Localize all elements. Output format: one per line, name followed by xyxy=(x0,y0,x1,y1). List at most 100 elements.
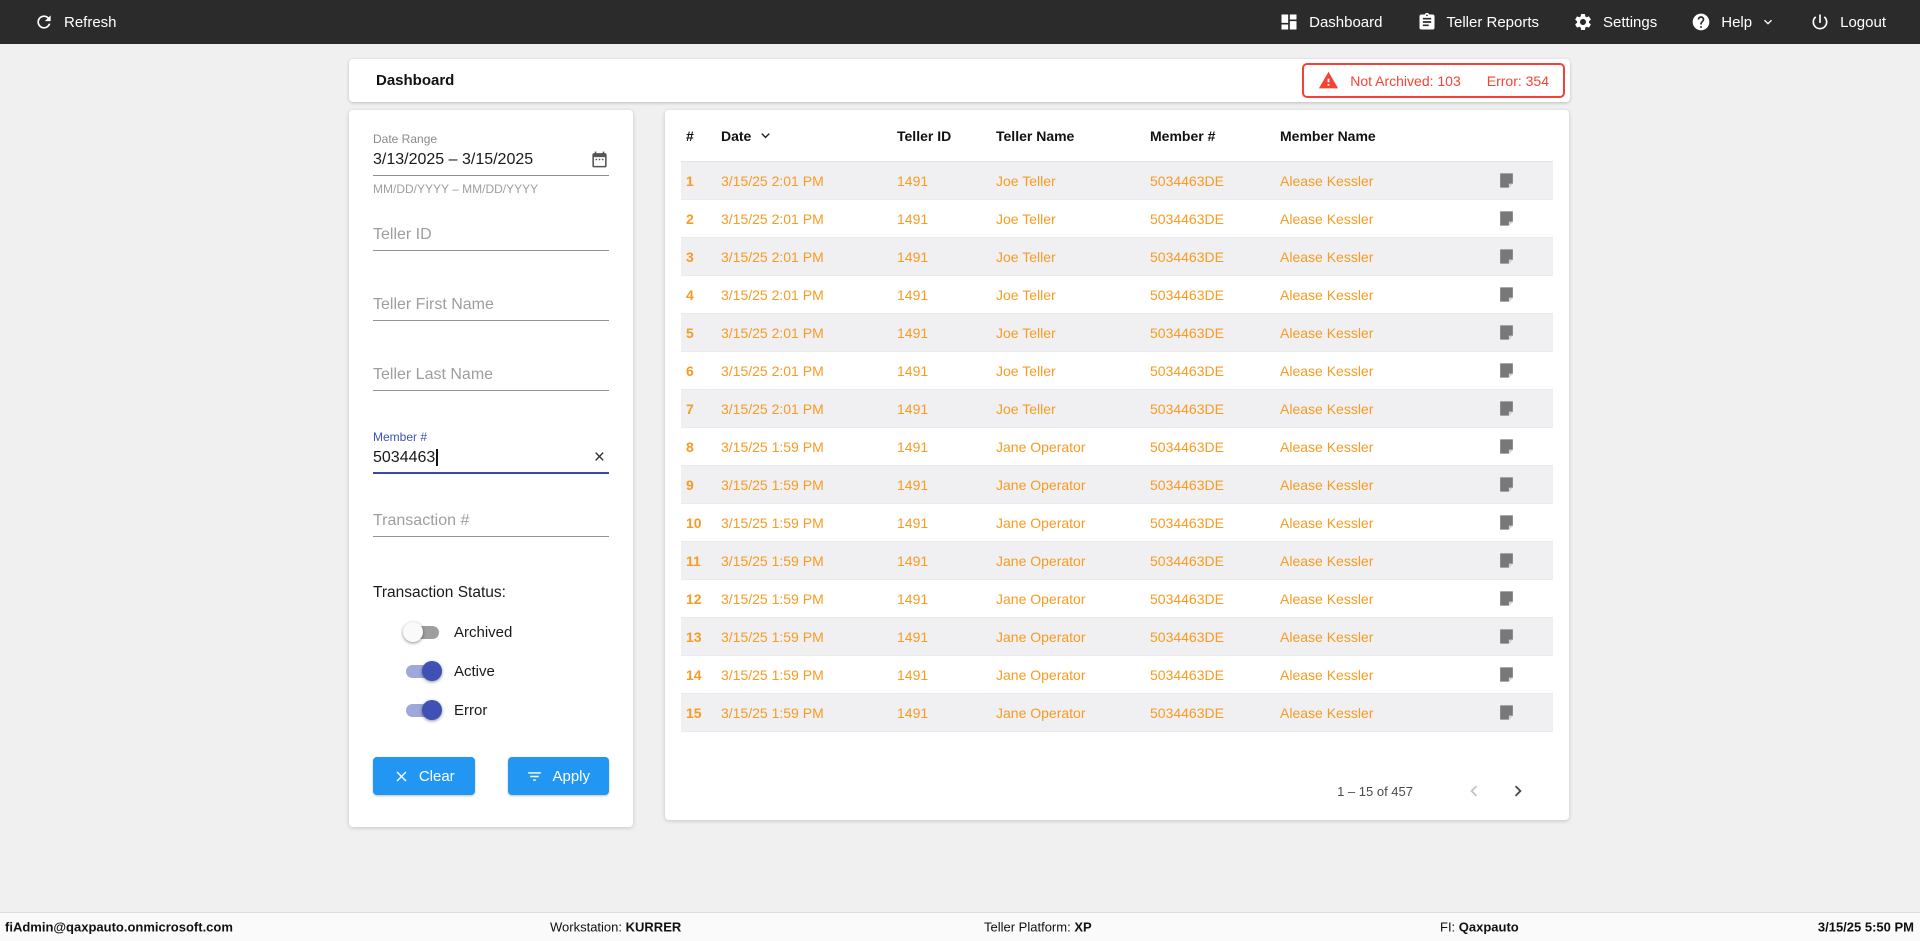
date-range-input[interactable]: 3/13/2025 – 3/15/2025 xyxy=(373,150,609,176)
nav-help[interactable]: Help xyxy=(1691,12,1776,32)
row-member-name: Alease Kessler xyxy=(1280,666,1374,683)
row-number: 13 xyxy=(686,628,702,645)
row-teller-id: 1491 xyxy=(897,362,929,379)
toggle-active[interactable]: Active xyxy=(406,661,609,681)
note-icon[interactable] xyxy=(1497,703,1516,722)
table-row[interactable]: 9 3/15/25 1:59 PM 1491 Jane Operator 503… xyxy=(681,466,1553,504)
teller-last-name-input[interactable] xyxy=(373,360,609,391)
next-page-button[interactable] xyxy=(1505,778,1531,804)
table-row[interactable]: 4 3/15/25 2:01 PM 1491 Joe Teller 503446… xyxy=(681,276,1553,314)
row-date: 3/15/25 1:59 PM xyxy=(721,552,824,569)
row-note-cell xyxy=(1483,703,1553,722)
sort-desc-icon[interactable] xyxy=(757,127,774,144)
col-date[interactable]: Date xyxy=(721,127,897,144)
table-row[interactable]: 14 3/15/25 1:59 PM 1491 Jane Operator 50… xyxy=(681,656,1553,694)
row-teller-name: Jane Operator xyxy=(996,514,1086,531)
row-date: 3/15/25 2:01 PM xyxy=(721,324,824,341)
calendar-icon[interactable] xyxy=(590,150,609,169)
toggle-label: Active xyxy=(454,663,495,680)
row-number: 12 xyxy=(686,590,702,607)
fi-info: FI: Qaxpauto xyxy=(1440,920,1519,935)
page-title: Dashboard xyxy=(376,72,455,89)
row-member-num: 5034463DE xyxy=(1150,704,1224,721)
note-icon[interactable] xyxy=(1497,551,1516,570)
teller-id-input[interactable] xyxy=(373,220,609,251)
row-teller-name: Joe Teller xyxy=(996,172,1056,189)
workstation-value: KURRER xyxy=(625,919,682,935)
note-icon[interactable] xyxy=(1497,437,1516,456)
table-row[interactable]: 2 3/15/25 2:01 PM 1491 Joe Teller 503446… xyxy=(681,200,1553,238)
gear-icon xyxy=(1575,14,1591,30)
table-row[interactable]: 3 3/15/25 2:01 PM 1491 Joe Teller 503446… xyxy=(681,238,1553,276)
table-row[interactable]: 1 3/15/25 2:01 PM 1491 Joe Teller 503446… xyxy=(681,162,1553,200)
clipboard-icon xyxy=(1419,12,1434,30)
prev-page-button[interactable] xyxy=(1461,778,1487,804)
note-icon[interactable] xyxy=(1497,475,1516,494)
transaction-number-input[interactable] xyxy=(373,506,609,537)
note-icon[interactable] xyxy=(1497,513,1516,532)
table-row[interactable]: 5 3/15/25 2:01 PM 1491 Joe Teller 503446… xyxy=(681,314,1553,352)
table-row[interactable]: 15 3/15/25 1:59 PM 1491 Jane Operator 50… xyxy=(681,694,1553,732)
row-date: 3/15/25 2:01 PM xyxy=(721,286,824,303)
teller-first-name-input[interactable] xyxy=(373,290,609,321)
row-number: 14 xyxy=(686,666,702,683)
date-format-helper: MM/DD/YYYY – MM/DD/YYYY xyxy=(373,182,539,196)
note-icon[interactable] xyxy=(1497,285,1516,304)
note-icon[interactable] xyxy=(1497,665,1516,684)
table-row[interactable]: 11 3/15/25 1:59 PM 1491 Jane Operator 50… xyxy=(681,542,1553,580)
note-icon[interactable] xyxy=(1497,361,1516,380)
row-date: 3/15/25 2:01 PM xyxy=(721,172,824,189)
row-note-cell xyxy=(1483,361,1553,380)
row-number: 1 xyxy=(686,172,694,189)
note-icon[interactable] xyxy=(1497,589,1516,608)
row-number: 10 xyxy=(686,514,702,531)
close-icon xyxy=(396,771,407,781)
apply-button[interactable]: Apply xyxy=(507,757,609,795)
row-member-name: Alease Kessler xyxy=(1280,514,1374,531)
row-note-cell xyxy=(1483,285,1553,304)
clear-member-icon[interactable]: × xyxy=(593,447,605,468)
row-date: 3/15/25 2:01 PM xyxy=(721,210,824,227)
note-icon[interactable] xyxy=(1497,399,1516,418)
clear-button[interactable]: Clear xyxy=(373,757,475,795)
table-row[interactable]: 7 3/15/25 2:01 PM 1491 Joe Teller 503446… xyxy=(681,390,1553,428)
nav-dashboard[interactable]: Dashboard xyxy=(1279,12,1383,32)
table-body: 1 3/15/25 2:01 PM 1491 Joe Teller 503446… xyxy=(681,162,1553,732)
table-row[interactable]: 12 3/15/25 1:59 PM 1491 Jane Operator 50… xyxy=(681,580,1553,618)
nav-teller-reports[interactable]: Teller Reports xyxy=(1417,12,1539,32)
filter-icon xyxy=(528,771,542,781)
error-switch[interactable] xyxy=(406,700,442,720)
archived-switch[interactable] xyxy=(403,622,439,642)
row-date: 3/15/25 1:59 PM xyxy=(721,476,824,493)
nav-label: Logout xyxy=(1840,13,1886,31)
note-icon[interactable] xyxy=(1497,247,1516,266)
row-member-num: 5034463DE xyxy=(1150,514,1224,531)
nav-label: Help xyxy=(1721,13,1753,31)
row-date: 3/15/25 1:59 PM xyxy=(721,590,824,607)
note-icon[interactable] xyxy=(1497,171,1516,190)
row-teller-name: Joe Teller xyxy=(996,248,1056,265)
active-switch[interactable] xyxy=(406,661,442,681)
help-icon xyxy=(1692,13,1710,31)
alert-badge[interactable]: Not Archived: 103 Error: 354 xyxy=(1302,63,1565,98)
note-icon[interactable] xyxy=(1497,627,1516,646)
row-teller-name: Joe Teller xyxy=(996,324,1056,341)
table-row[interactable]: 13 3/15/25 1:59 PM 1491 Jane Operator 50… xyxy=(681,618,1553,656)
row-teller-name: Joe Teller xyxy=(996,286,1056,303)
nav-settings[interactable]: Help Settings xyxy=(1573,12,1657,32)
row-member-name: Alease Kessler xyxy=(1280,552,1374,569)
table-row[interactable]: 10 3/15/25 1:59 PM 1491 Jane Operator 50… xyxy=(681,504,1553,542)
teller-platform-info: Teller Platform: XP xyxy=(984,920,1092,935)
toggle-error[interactable]: Error xyxy=(406,700,609,720)
toggle-archived[interactable]: Archived xyxy=(403,622,609,642)
table-row[interactable]: 6 3/15/25 2:01 PM 1491 Joe Teller 503446… xyxy=(681,352,1553,390)
refresh-button[interactable]: Refresh xyxy=(34,12,117,32)
row-member-num: 5034463DE xyxy=(1150,210,1224,227)
table-row[interactable]: 8 3/15/25 1:59 PM 1491 Jane Operator 503… xyxy=(681,428,1553,466)
member-number-input[interactable]: 5034463 × xyxy=(373,448,609,474)
nav-logout[interactable]: Logout xyxy=(1810,12,1886,32)
status-datetime: 3/15/25 5:50 PM xyxy=(1817,919,1914,935)
row-note-cell xyxy=(1483,209,1553,228)
note-icon[interactable] xyxy=(1497,209,1516,228)
note-icon[interactable] xyxy=(1497,323,1516,342)
